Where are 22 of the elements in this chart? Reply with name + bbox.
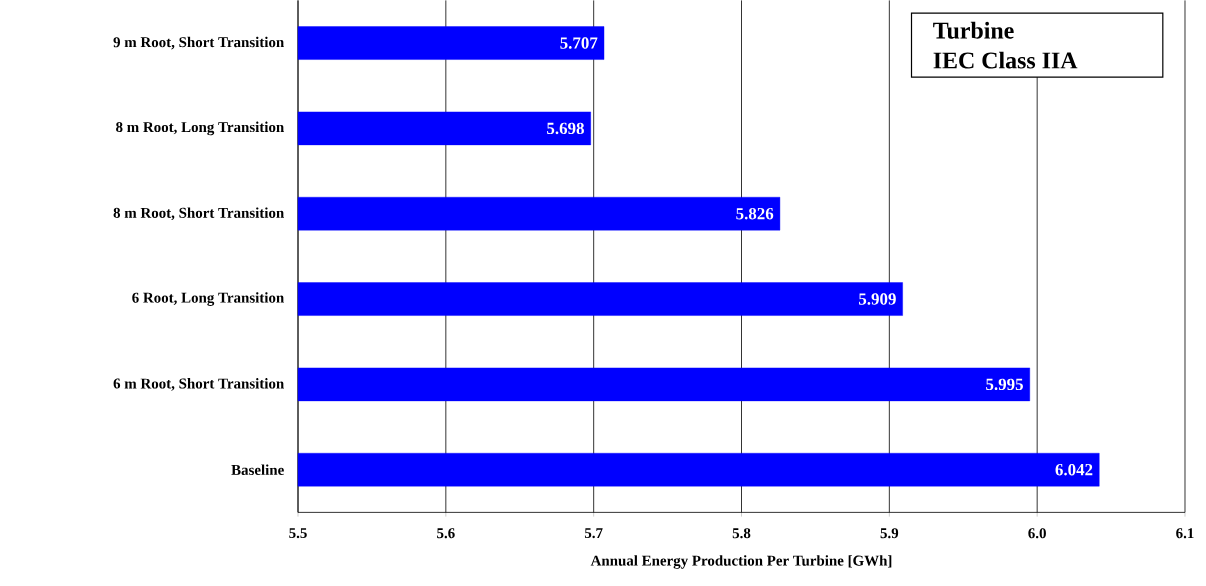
x-tick-label: 5.7 bbox=[584, 527, 603, 538]
data-label: 5.995 bbox=[986, 378, 1023, 390]
annotation: Turbine bbox=[933, 21, 1014, 39]
annotation: IEC Class IIA bbox=[933, 51, 1078, 69]
x-tick-label: 5.6 bbox=[437, 527, 455, 539]
data-label: 5.826 bbox=[736, 207, 774, 220]
data-label: 5.707 bbox=[560, 37, 598, 49]
y-tick-label: 9 m Root, Short Transition bbox=[113, 36, 284, 50]
x-axis-title: Annual Energy Production Per Turbine [GWh] bbox=[590, 554, 892, 569]
y-tick-label: 6 Root, Long Transition bbox=[132, 292, 284, 306]
data-label: 5.698 bbox=[547, 122, 584, 134]
y-tick-label: 6 m Root, Short Transition bbox=[113, 377, 284, 391]
y-tick-label: Baseline bbox=[231, 464, 284, 475]
y-tick-label: 8 m Root, Short Transition bbox=[113, 207, 284, 220]
x-tick-label: 6.1 bbox=[1176, 527, 1194, 539]
x-tick-label: 5.9 bbox=[880, 527, 899, 539]
x-tick-label: 6.0 bbox=[1028, 527, 1046, 539]
data-label: 5.909 bbox=[859, 293, 896, 305]
y-tick-label: 8 m Root, Long Transition bbox=[116, 121, 284, 136]
x-tick-label: 5.8 bbox=[732, 527, 751, 539]
x-tick-label: 5.5 bbox=[289, 527, 307, 538]
data-label: 6.042 bbox=[1055, 463, 1093, 476]
